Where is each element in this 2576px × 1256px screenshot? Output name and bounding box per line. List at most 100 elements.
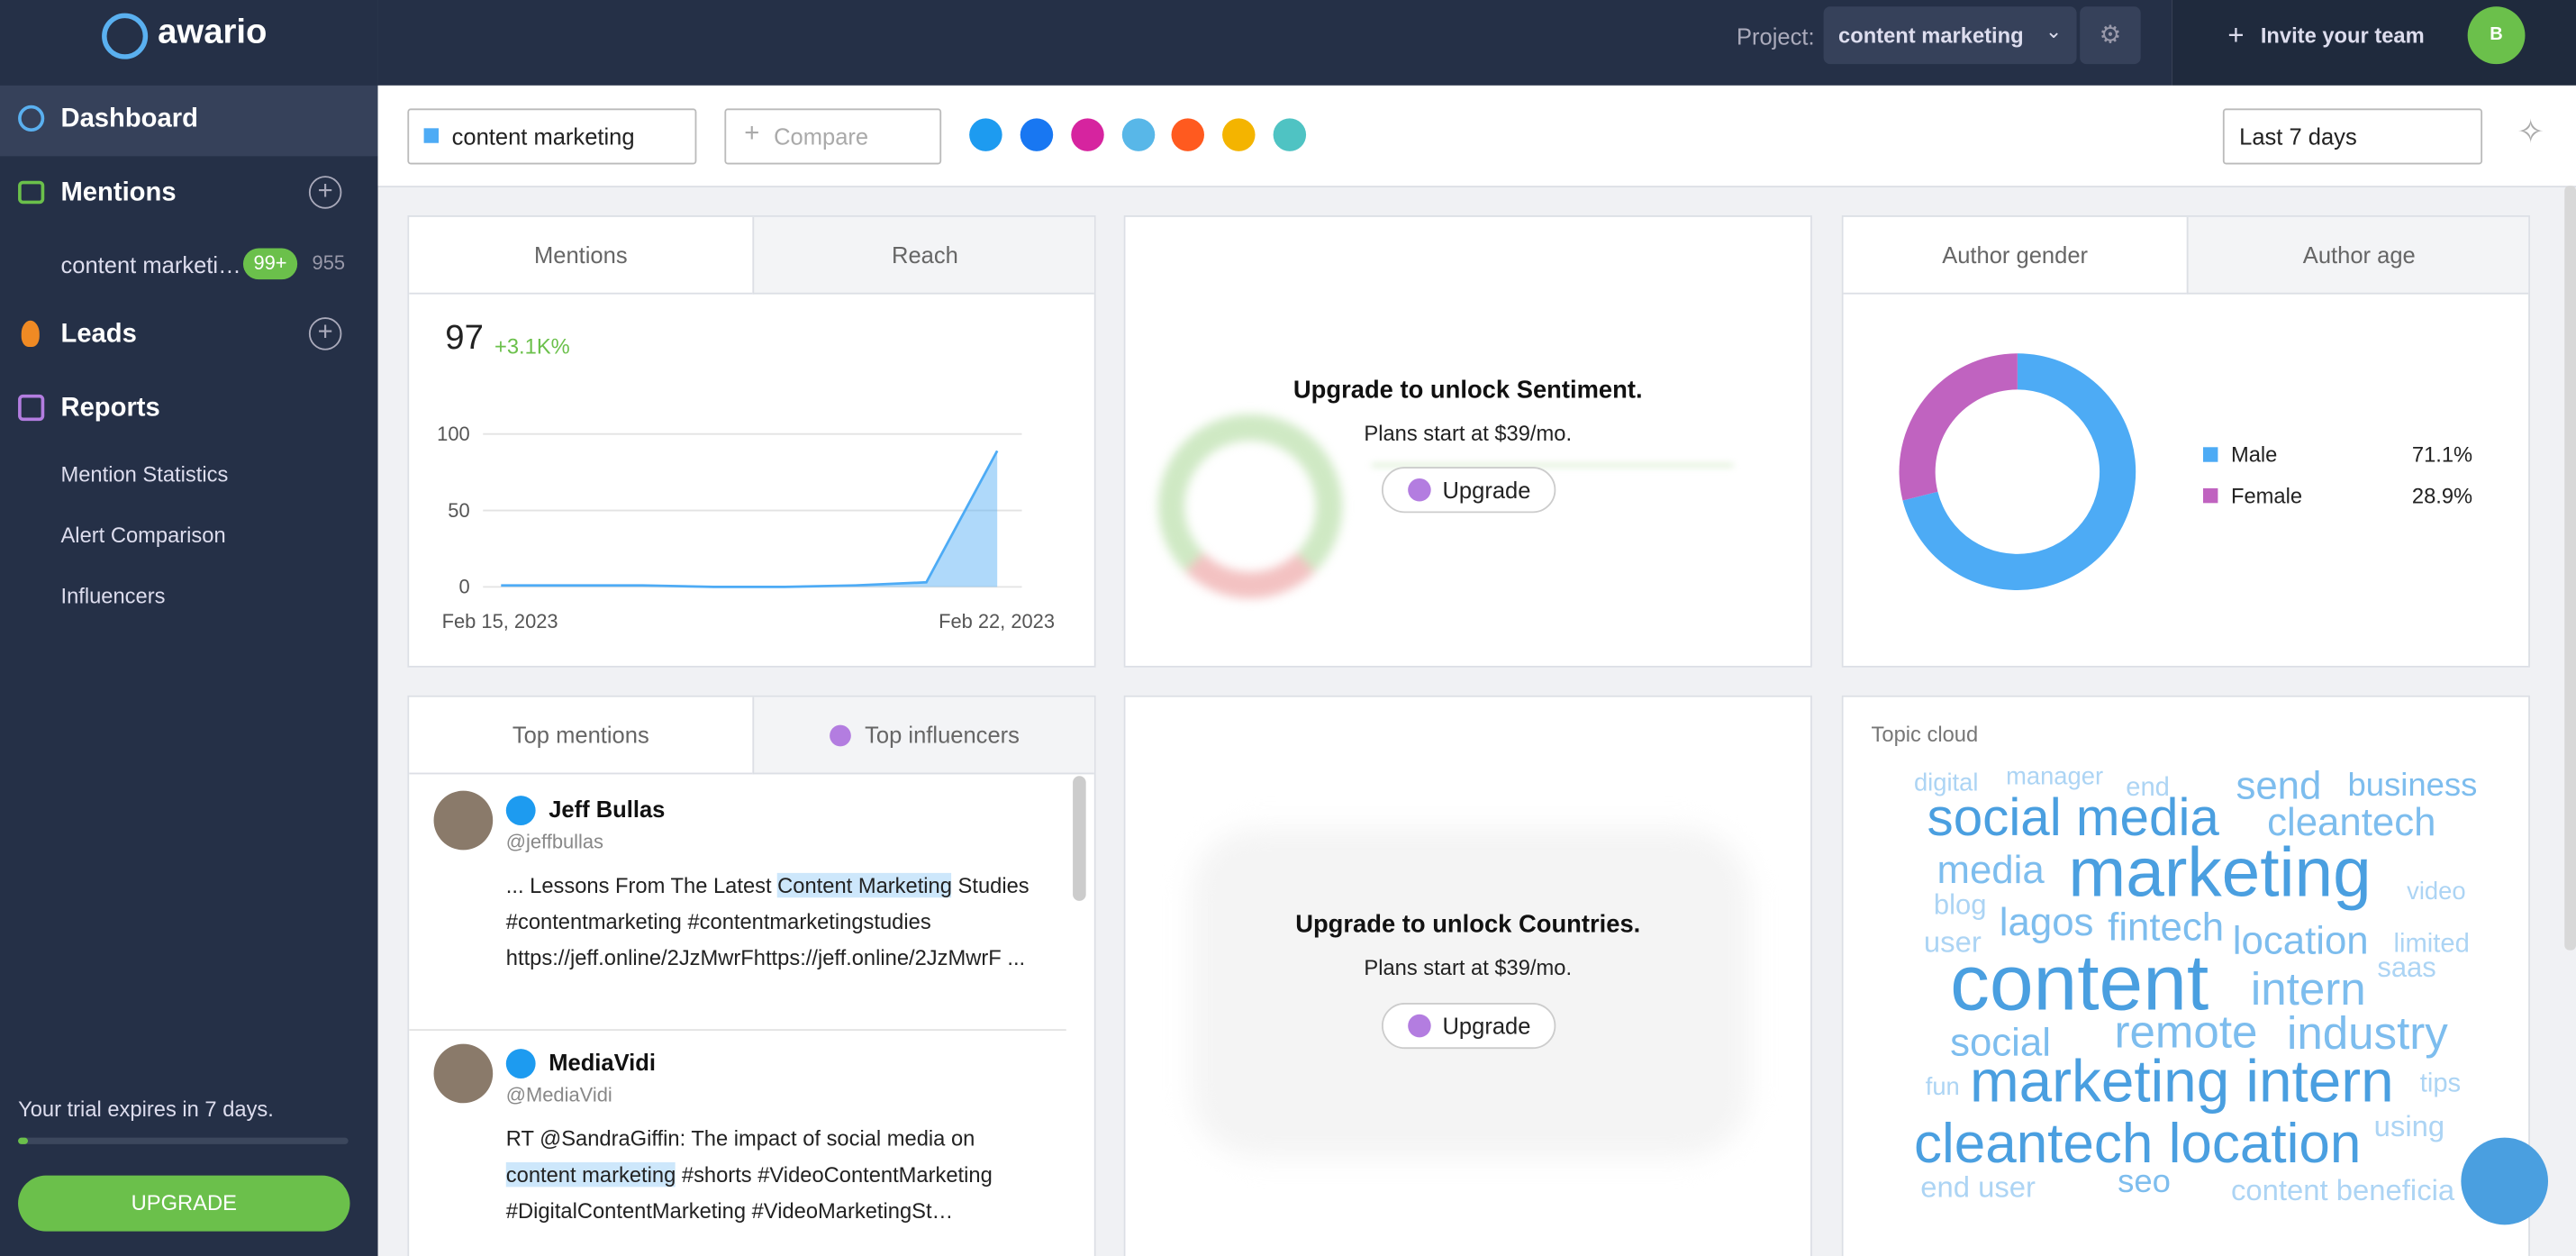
author-name: MediaVidi <box>549 1049 656 1076</box>
topic-word: content <box>1950 938 2209 1026</box>
tab[interactable]: Top mentions <box>409 697 753 775</box>
bolt <box>830 724 852 747</box>
filter-bar <box>377 85 2576 188</box>
sentiment-card: Upgrade to unlock Sentiment. Plans start… <box>1123 215 1812 668</box>
period-text: Last 7 days <box>2239 123 2357 150</box>
plus: + <box>744 120 760 149</box>
topic-word: content beneficia <box>2231 1173 2455 1206</box>
topic-word: blog <box>1934 888 1987 920</box>
facebook-icon[interactable] <box>1020 118 1054 151</box>
topic-word: manager <box>2006 761 2103 789</box>
value-label: 71.1% <box>2412 444 2472 468</box>
nav-mentions[interactable]: Mentions <box>60 178 177 207</box>
nav-leads[interactable]: Leads <box>60 320 137 349</box>
web-icon[interactable] <box>1273 118 1307 151</box>
change: +3.1K% <box>494 333 570 359</box>
sparkle[interactable]: ✧ <box>2517 114 2544 151</box>
chat-button[interactable] <box>2461 1137 2549 1225</box>
upgrade-title: Upgrade to unlock Countries. <box>1295 910 1641 939</box>
topic-word: media <box>1937 848 2045 892</box>
topic-word: industry <box>2287 1007 2448 1059</box>
tab-label: Top influencers <box>865 721 1020 749</box>
author-name: Jeff Bullas <box>549 796 666 823</box>
trial-text: Your trial expires in 7 days. <box>18 1097 274 1122</box>
report-item[interactable]: Influencers <box>60 583 166 609</box>
bolt <box>1408 1014 1431 1038</box>
twitter-icon <box>505 796 536 825</box>
dashboard-icon <box>18 105 45 132</box>
bolt <box>1408 478 1431 502</box>
alert-name[interactable]: content marketi… <box>60 251 241 278</box>
topic-word: marketing <box>2068 834 2371 911</box>
word-cloud: digital manager end send business social medi… <box>1914 761 2477 1206</box>
tab[interactable]: Mentions <box>409 217 753 295</box>
vimeo-icon[interactable] <box>1121 118 1156 151</box>
topic-word: user <box>1924 924 1982 958</box>
topic-word: cleantech location <box>1914 1113 2361 1175</box>
upgrade-button[interactable]: Upgrade <box>1381 1003 1556 1050</box>
legend-label: Female <box>2231 485 2302 508</box>
y-tick-label: 100 <box>437 423 469 445</box>
project-select[interactable] <box>1823 6 2077 65</box>
topic-word: location <box>2233 918 2369 962</box>
nav-reports[interactable]: Reports <box>60 394 160 423</box>
mention-item[interactable]: MediaVidi @MediaVidi RT @SandraGiffin: T… <box>409 1029 1066 1256</box>
legend-swatch <box>2202 487 2218 504</box>
instagram-icon[interactable] <box>1071 118 1104 151</box>
add-lead[interactable]: + <box>308 317 342 350</box>
twitter-icon[interactable] <box>969 118 1002 151</box>
topic-word: business <box>2347 766 2477 803</box>
avatar[interactable]: B <box>2467 6 2526 65</box>
y-tick-label: 0 <box>458 576 469 598</box>
topic-word: send <box>2236 764 2321 808</box>
nav-dashboard[interactable]: Dashboard <box>60 105 198 133</box>
page-scrollbar <box>2564 186 2576 951</box>
alert-count: 955 <box>312 251 346 275</box>
add-mention[interactable]: + <box>308 176 342 209</box>
donut-chart: Male 71.1% Female 28.9% <box>1899 353 2472 591</box>
tab[interactable]: Author gender <box>1843 217 2187 295</box>
reddit-icon[interactable] <box>1171 118 1204 151</box>
top-mentions-card: Top mentions Top influencers Jeff Bullas… <box>407 695 1096 1256</box>
tab[interactable]: Reach <box>752 216 1094 295</box>
news-icon[interactable] <box>1222 118 1256 151</box>
invite[interactable]: Invite your team <box>2260 23 2425 48</box>
settings[interactable]: ⚙ <box>2080 6 2141 65</box>
blurred-chart <box>1372 463 1734 599</box>
x-tick-label: Feb 15, 2023 <box>442 610 558 633</box>
blurred-map <box>1191 828 1750 1158</box>
compare-select[interactable] <box>724 108 942 165</box>
topic-word: social <box>1950 1020 2051 1064</box>
compare-text: Compare <box>774 123 869 150</box>
report-item[interactable]: Alert Comparison <box>60 523 226 548</box>
reports-icon <box>18 394 45 422</box>
upgrade-button[interactable]: UPGRADE <box>18 1175 350 1232</box>
mention-text: RT @SandraGiffin: The impact of social m… <box>505 1121 1048 1229</box>
topic-word: tips <box>2420 1069 2461 1098</box>
value-label: 28.9% <box>2412 485 2472 508</box>
total: 97 <box>445 318 484 357</box>
alert-select[interactable] <box>407 108 697 165</box>
topic-word: fintech <box>2108 906 2224 950</box>
x-tick-label: Feb 22, 2023 <box>939 610 1055 633</box>
legend-swatch <box>2202 447 2218 462</box>
countries-card: Upgrade to unlock Countries. Plans start… <box>1123 695 1812 1256</box>
text: ... Lessons From The Latest <box>505 872 778 898</box>
topic-word: marketing intern <box>1970 1048 2394 1114</box>
topic-word: video <box>2407 877 2465 905</box>
twitter-icon <box>505 1049 536 1079</box>
plans: Plans start at $39/mo. <box>1364 421 1573 446</box>
text: Studies #contentmarketing #contentmarket… <box>505 872 1029 970</box>
tab[interactable]: Top influencers <box>752 696 1094 775</box>
sidebar <box>0 0 378 1256</box>
mention-item[interactable]: Jeff Bullas @jeffbullas ... Lessons From… <box>409 776 1066 1032</box>
author-handle: @jeffbullas <box>505 830 604 853</box>
tab[interactable]: Author age <box>2186 216 2529 295</box>
plans: Plans start at $39/mo. <box>1364 955 1573 980</box>
report-item[interactable]: Mention Statistics <box>60 461 229 487</box>
topic-word: saas <box>2377 951 2435 983</box>
period-select[interactable] <box>2222 108 2483 165</box>
logo-icon <box>102 13 149 59</box>
mentions-card: Mentions Reach 97 +3.1K% 0 50 100 Feb 15, 2… <box>407 215 1096 668</box>
